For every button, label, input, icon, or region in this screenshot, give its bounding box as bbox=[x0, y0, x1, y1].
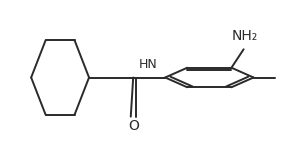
Text: O: O bbox=[128, 119, 139, 133]
Text: HN: HN bbox=[139, 58, 158, 71]
Text: NH₂: NH₂ bbox=[232, 29, 258, 43]
